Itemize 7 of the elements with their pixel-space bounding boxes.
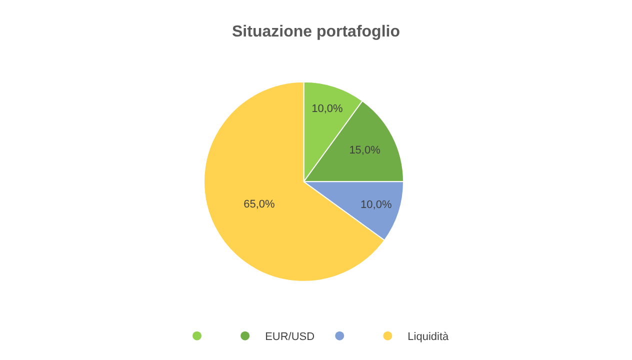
legend-label: EUR/USD [265, 331, 315, 344]
data-label: 10,0% [312, 103, 344, 116]
chart-title: Situazione portafoglio [232, 23, 400, 40]
legend-label: Liquidità [408, 331, 450, 344]
data-label: 10,0% [360, 199, 392, 212]
data-label: 15,0% [349, 144, 381, 157]
data-label: 65,0% [244, 198, 276, 210]
